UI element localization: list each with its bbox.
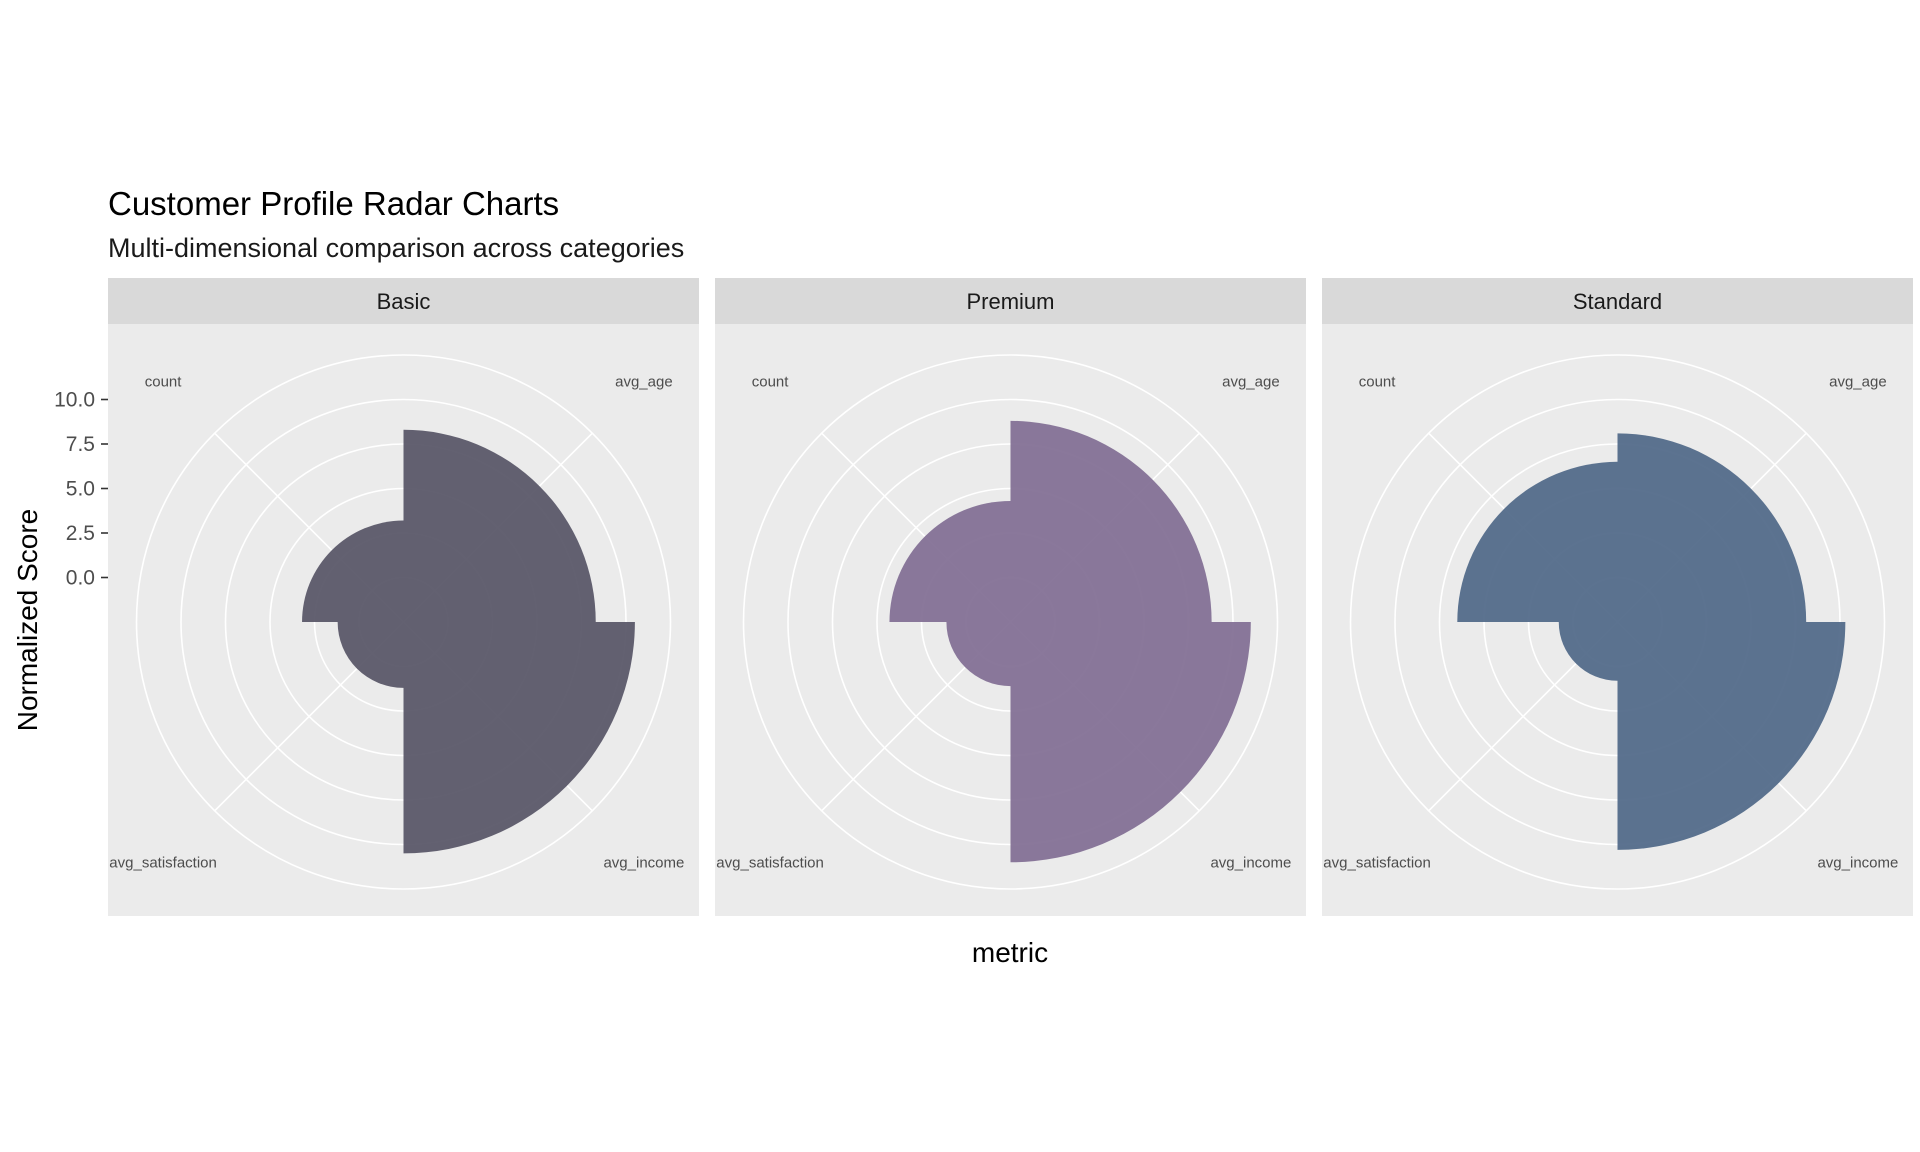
metric-label-count: count [1359, 374, 1397, 391]
y-axis: 10.0 7.5 5.0 2.5 0.0 [54, 389, 108, 590]
y-tick-label: 5.0 [66, 478, 95, 501]
chart-subtitle: Multi-dimensional comparison across cate… [108, 233, 684, 263]
facet-panel-premium: Premium avg_age avg_income avg_satisfaction… [715, 278, 1306, 916]
facet-strip [1322, 278, 1913, 324]
metric-label-avg_satisfaction: avg_satisfaction [109, 854, 217, 871]
y-tick-label: 2.5 [66, 522, 95, 545]
facet-strip-label: Premium [966, 289, 1054, 314]
bar-count [889, 500, 1011, 622]
metric-label-avg_age: avg_age [1829, 374, 1887, 391]
bar-avg_income [403, 622, 635, 854]
bar-avg_income [1010, 622, 1251, 863]
bar-count [302, 520, 404, 622]
bar-avg_age [403, 429, 596, 622]
bar-avg_satisfaction [1558, 622, 1618, 681]
metric-label-avg_income: avg_income [603, 854, 684, 871]
facet-strip [108, 278, 699, 324]
metric-label-count: count [145, 374, 183, 391]
metric-label-count: count [752, 374, 790, 391]
y-tick-label: 7.5 [66, 433, 95, 456]
bar-avg_satisfaction [337, 622, 404, 688]
facet-strip [715, 278, 1306, 324]
chart-title: Customer Profile Radar Charts [108, 185, 559, 222]
y-tick-label: 0.0 [66, 567, 95, 590]
facet-strip-label: Standard [1573, 289, 1662, 314]
facet-panels: Basic avg_age avg_income avg_satisfaction co… [108, 278, 1913, 916]
bar-avg_age [1010, 420, 1212, 622]
bar-count [1457, 461, 1618, 622]
y-tick-label: 10.0 [54, 389, 95, 412]
bar-avg_age [1617, 433, 1807, 622]
grid-circle [135, 354, 672, 890]
y-axis-title: Normalized Score [12, 509, 43, 732]
metric-label-avg_satisfaction: avg_satisfaction [1323, 854, 1431, 871]
metric-label-avg_income: avg_income [1210, 854, 1291, 871]
bar-avg_income [1617, 622, 1846, 850]
grid-circle [1349, 354, 1886, 890]
facet-strip-label: Basic [377, 289, 431, 314]
bar-avg_satisfaction [946, 622, 1011, 687]
grid-circle [742, 354, 1279, 890]
metric-label-avg_age: avg_age [615, 374, 673, 391]
metric-label-avg_satisfaction: avg_satisfaction [716, 854, 824, 871]
metric-label-avg_age: avg_age [1222, 374, 1280, 391]
metric-label-avg_income: avg_income [1817, 854, 1898, 871]
facet-panel-standard: Standard avg_age avg_income avg_satisfactio… [1322, 278, 1913, 916]
facet-panel-basic: Basic avg_age avg_income avg_satisfaction co… [108, 278, 699, 916]
x-axis-title: metric [972, 937, 1048, 968]
